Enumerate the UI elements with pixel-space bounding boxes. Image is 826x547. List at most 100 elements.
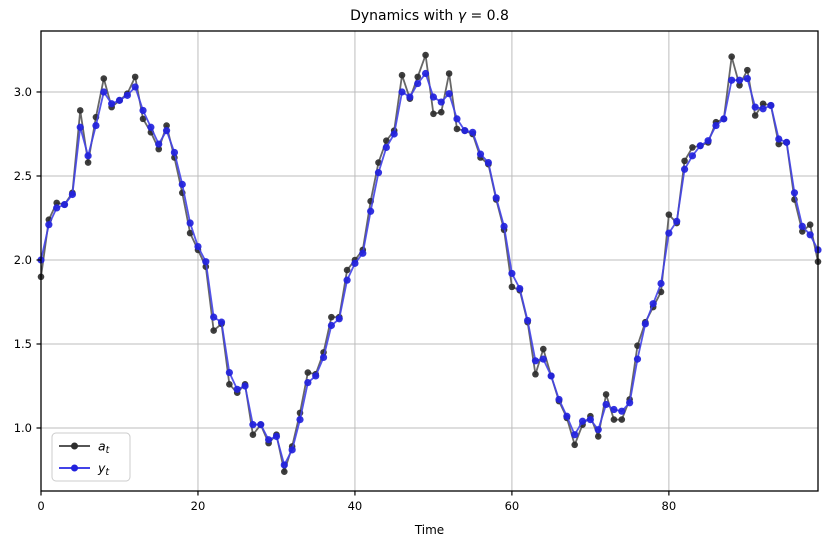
data-point-y_t — [288, 446, 296, 454]
data-point-y_t — [76, 123, 84, 131]
data-point-a_t — [445, 70, 453, 77]
data-point-a_t — [383, 137, 390, 145]
data-point-a_t — [226, 381, 233, 388]
legend-marker-y_t — [71, 464, 78, 472]
data-point-y_t — [382, 143, 390, 152]
data-point-y_t — [798, 222, 806, 230]
data-point-a_t — [430, 110, 437, 118]
y-tick-label: 1.5 — [14, 337, 32, 351]
data-point-y_t — [641, 320, 649, 328]
x-tick-label: 80 — [662, 499, 677, 513]
data-point-y_t — [453, 115, 461, 123]
x-axis-label: Time — [414, 523, 444, 537]
data-point-a_t — [508, 283, 516, 291]
data-point-y_t — [139, 106, 147, 115]
data-point-a_t — [84, 159, 92, 166]
data-point-a_t — [131, 73, 139, 81]
data-point-y_t — [578, 417, 587, 425]
data-point-y_t — [508, 269, 516, 278]
data-point-y_t — [571, 431, 579, 439]
data-point-a_t — [375, 159, 382, 166]
data-point-y_t — [170, 148, 179, 157]
data-point-y_t — [123, 91, 131, 99]
data-point-y_t — [406, 93, 414, 101]
x-tick-label: 40 — [348, 499, 363, 513]
data-point-y_t — [751, 103, 759, 111]
data-point-y_t — [649, 300, 657, 308]
data-point-y_t — [280, 461, 288, 469]
data-point-y_t — [327, 321, 335, 330]
data-point-y_t — [492, 194, 500, 202]
data-point-y_t — [476, 150, 485, 158]
data-point-a_t — [634, 342, 641, 349]
data-point-y_t — [367, 207, 375, 215]
data-point-y_t — [265, 436, 273, 444]
data-point-a_t — [343, 266, 351, 274]
data-point-y_t — [712, 121, 720, 130]
data-point-a_t — [532, 370, 539, 378]
y-tick-label: 2.0 — [14, 253, 32, 267]
data-point-y_t — [131, 83, 139, 91]
data-point-y_t — [202, 258, 210, 266]
data-point-y_t — [335, 315, 343, 323]
data-point-a_t — [328, 313, 335, 321]
data-point-y_t — [45, 221, 53, 229]
data-point-y_t — [586, 415, 594, 424]
legend: at yt — [51, 432, 131, 482]
data-point-a_t — [602, 391, 610, 398]
data-point-a_t — [618, 416, 626, 423]
legend-label-y_t: yt — [97, 461, 110, 479]
data-point-y_t — [390, 130, 398, 138]
data-point-a_t — [53, 199, 60, 207]
data-point-a_t — [414, 73, 422, 81]
data-point-y_t — [806, 231, 814, 239]
data-point-a_t — [453, 125, 461, 133]
data-point-y_t — [398, 88, 406, 96]
data-point-y_t — [665, 229, 673, 237]
data-point-a_t — [665, 211, 673, 218]
series-y_t-line — [40, 72, 819, 466]
data-point-a_t — [759, 100, 767, 108]
data-point-a_t — [657, 288, 665, 296]
data-point-a_t — [437, 108, 445, 116]
data-point-y_t — [351, 259, 359, 267]
data-point-y_t — [115, 96, 124, 104]
data-point-y_t — [610, 405, 618, 414]
data-point-y_t — [775, 135, 783, 143]
data-point-y_t — [186, 219, 194, 227]
y-tick-label: 3.0 — [14, 85, 32, 99]
data-point-a_t — [139, 115, 147, 123]
data-point-y_t — [296, 415, 304, 424]
data-point-y_t — [626, 399, 634, 407]
x-tick-label: 20 — [191, 499, 206, 513]
data-point-y_t — [555, 395, 563, 404]
data-point-y_t — [633, 355, 642, 363]
data-point-y_t — [155, 140, 163, 148]
data-point-y_t — [657, 279, 665, 288]
data-point-y_t — [257, 421, 265, 429]
data-point-y_t — [225, 368, 233, 377]
data-point-a_t — [249, 431, 257, 439]
data-point-a_t — [398, 71, 406, 79]
data-point-y_t — [673, 217, 681, 225]
data-point-y_t — [100, 88, 108, 96]
data-point-y_t — [53, 204, 61, 212]
legend-marker-a_t — [71, 442, 78, 450]
data-point-a_t — [775, 140, 783, 148]
legend-label-a_t: at — [98, 439, 111, 457]
data-point-y_t — [249, 421, 257, 429]
data-point-a_t — [744, 66, 751, 74]
data-point-y_t — [60, 200, 69, 209]
chart-title: Dynamics with γ = 0.8 — [350, 8, 509, 24]
data-point-y_t — [720, 115, 728, 123]
data-point-a_t — [155, 145, 163, 153]
data-point-y_t — [728, 76, 736, 84]
data-point-y_t — [531, 357, 540, 365]
series-y_t-markers — [37, 69, 822, 469]
data-point-y_t — [500, 222, 508, 230]
data-point-y_t — [312, 372, 320, 380]
data-point-a_t — [571, 441, 578, 449]
data-point-a_t — [163, 122, 170, 129]
legend-box — [51, 432, 131, 482]
